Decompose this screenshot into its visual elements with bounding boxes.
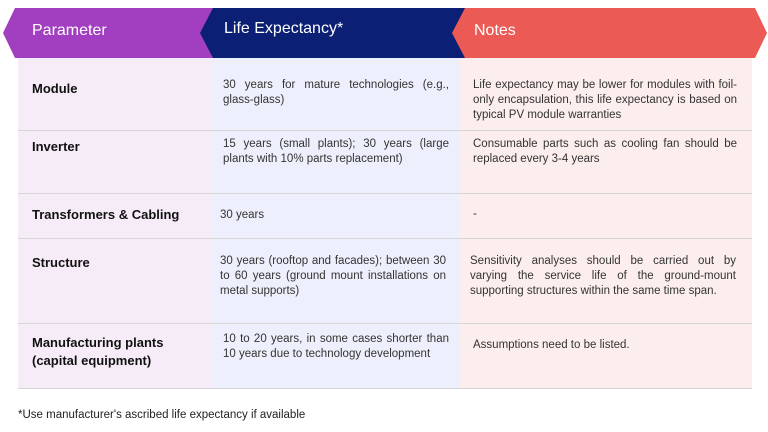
table-row: Inverter 15 years (small plants); 30 yea… — [18, 131, 752, 194]
notes-cell: Consumable parts such as cooling fan sho… — [473, 138, 737, 165]
footnote: *Use manufacturer's ascribed life expect… — [18, 409, 306, 421]
life-expectancy-cell: 30 years — [220, 209, 265, 221]
parameter-cell: Inverter — [32, 139, 80, 154]
notes-cell: Sensitivity analyses should be carried o… — [470, 255, 736, 297]
notes-cell: - — [473, 208, 477, 220]
parameter-cell: Manufacturing plants (capital equipment) — [32, 335, 164, 368]
notes-cell: Assumptions need to be listed. — [473, 339, 630, 351]
parameter-cell: Structure — [32, 255, 90, 270]
notes-cell: Life expectancy may be lower for modules… — [473, 79, 737, 121]
table-header — [3, 8, 767, 58]
life-expectancy-cell: 30 years (rooftop and facades); between … — [220, 255, 446, 297]
header-parameter-shape — [3, 8, 215, 58]
header-notes-shape — [445, 8, 767, 58]
parameter-cell: Transformers & Cabling — [32, 207, 180, 222]
life-expectancy-cell: 30 years for mature technologies (e.g., … — [223, 79, 449, 106]
life-expectancy-cell: 10 to 20 years, in some cases shorter th… — [223, 333, 449, 360]
parameter-column-bg — [18, 58, 212, 388]
table-row: Structure 30 years (rooftop and facades)… — [18, 239, 752, 324]
life-column-bg — [212, 58, 460, 388]
table-row: Module 30 years for mature technologies … — [18, 58, 752, 131]
header-parameter: Parameter — [32, 22, 107, 39]
table-row: Manufacturing plants (capital equipment)… — [18, 324, 752, 389]
header-life-expectancy: Life Expectancy* — [224, 20, 344, 37]
header-notes: Notes — [474, 22, 516, 39]
notes-column-bg — [460, 58, 752, 388]
life-expectancy-cell: 15 years (small plants); 30 years (large… — [223, 138, 449, 165]
header-life-shape — [200, 8, 465, 58]
table-row: Transformers & Cabling 30 years - — [18, 194, 752, 239]
parameter-cell: Module — [32, 81, 78, 96]
